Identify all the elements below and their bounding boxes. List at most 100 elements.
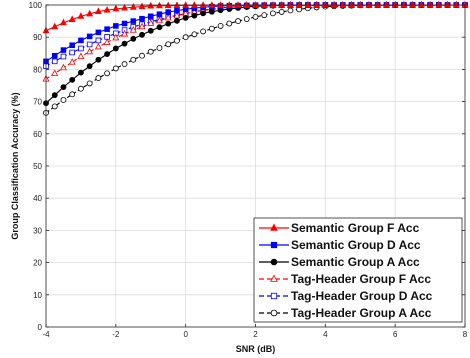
data-point [235, 18, 241, 25]
x-tick-label: 0 [183, 330, 188, 339]
data-point [86, 80, 93, 87]
data-point [60, 53, 67, 60]
data-point [95, 29, 102, 36]
data-point [208, 25, 215, 32]
x-tick-label: 2 [253, 330, 258, 339]
data-point [130, 18, 137, 24]
data-point [69, 49, 75, 56]
data-point [121, 29, 129, 37]
series-semantic-group-f-acc [42, 0, 469, 34]
data-point [68, 15, 76, 22]
data-point [270, 10, 276, 17]
data-point [261, 12, 268, 19]
data-point [138, 2, 146, 10]
data-point [191, 12, 198, 19]
data-point [95, 37, 102, 44]
legend-label: Semantic Group D Acc [291, 238, 421, 252]
data-point [365, 1, 373, 8]
data-point [400, 0, 408, 8]
data-point [330, 1, 338, 8]
y-tick-label: 20 [33, 259, 42, 268]
data-point [77, 69, 84, 76]
data-point [147, 19, 155, 26]
data-point [78, 45, 84, 52]
data-point [51, 58, 58, 65]
data-point [374, 1, 382, 8]
x-tick-label: -2 [112, 330, 120, 339]
data-point [156, 16, 163, 24]
data-point [147, 48, 154, 55]
data-point [139, 15, 145, 22]
data-point [174, 7, 180, 14]
legend-label: Tag-Header Group F Acc [291, 272, 431, 286]
data-point [121, 61, 128, 68]
data-point [200, 10, 207, 17]
data-point [77, 85, 84, 92]
data-point [417, 0, 425, 8]
legend-marker [270, 292, 278, 300]
legend-marker [270, 241, 278, 249]
data-point [86, 63, 93, 70]
data-point [147, 13, 154, 20]
data-point [287, 7, 294, 14]
legend-label: Tag-Header Group A Acc [291, 306, 432, 320]
data-point [139, 31, 145, 38]
y-tick-label: 30 [33, 226, 42, 235]
legend-marker [270, 274, 278, 282]
data-point [103, 6, 111, 13]
y-tick-label: 40 [33, 194, 42, 203]
data-point [59, 18, 67, 26]
data-point [191, 31, 198, 38]
legend-label: Semantic Group A Acc [291, 255, 420, 269]
data-point [147, 27, 154, 34]
legend-marker [270, 258, 278, 266]
data-point [156, 24, 163, 31]
data-point [95, 56, 102, 63]
data-point [174, 17, 180, 24]
data-point [51, 69, 59, 76]
data-point [103, 38, 111, 45]
data-point [68, 58, 76, 65]
data-point [382, 1, 390, 8]
data-point [165, 41, 172, 48]
data-point [86, 33, 93, 40]
data-point [435, 0, 443, 8]
y-tick-label: 60 [33, 130, 42, 139]
y-axis-label: Group Classification Accuracy (%) [10, 92, 20, 239]
data-point [200, 28, 207, 35]
data-point [121, 40, 128, 47]
data-point [86, 47, 94, 55]
data-point [156, 45, 163, 51]
data-point [69, 42, 75, 49]
y-tick-label: 50 [33, 162, 42, 171]
data-point [60, 84, 67, 91]
x-tick-label: 8 [463, 330, 468, 339]
data-point [444, 0, 452, 8]
data-point [356, 1, 364, 8]
data-point [104, 51, 111, 58]
data-point [129, 3, 137, 10]
data-point [164, 13, 172, 21]
data-point [112, 65, 119, 72]
data-point [243, 16, 250, 22]
data-point [113, 23, 119, 29]
data-point [121, 20, 128, 27]
data-point [86, 9, 94, 17]
data-point [130, 35, 137, 42]
legend-marker [270, 309, 278, 317]
legend-label: Semantic Group F Acc [291, 221, 420, 235]
data-point [182, 14, 189, 21]
y-tick-label: 10 [33, 291, 42, 300]
data-point [104, 70, 111, 77]
data-point [51, 103, 58, 110]
data-point [78, 37, 84, 44]
data-point [69, 91, 76, 98]
data-point [129, 26, 137, 33]
data-point [139, 52, 145, 59]
legend-box [253, 217, 463, 323]
y-tick-label: 90 [33, 33, 42, 42]
data-point [112, 45, 119, 52]
data-point [86, 41, 93, 48]
